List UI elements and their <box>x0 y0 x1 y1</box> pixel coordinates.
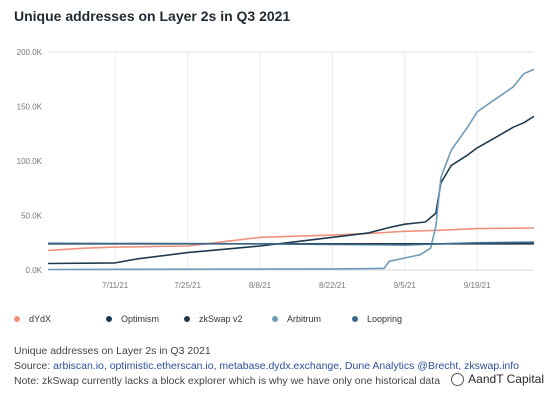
chart-caption: Unique addresses on Layer 2s in Q3 2021 … <box>14 344 544 389</box>
x-tick-label: 8/8/21 <box>249 281 272 290</box>
legend-label: Optimism <box>121 314 159 324</box>
legend-item-loopring[interactable]: Loopring <box>352 314 402 324</box>
x-tick-label: 7/11/21 <box>102 281 129 290</box>
series-line-arbitrum <box>47 68 535 271</box>
legend-dot-icon <box>14 316 20 322</box>
chart-title: Unique addresses on Layer 2s in Q3 2021 <box>14 8 291 24</box>
x-tick-label: 9/5/21 <box>394 281 417 290</box>
legend-label: zkSwap v2 <box>199 314 243 324</box>
y-tick-label: 100.0K <box>17 157 43 166</box>
watermark: AandT Capital <box>449 372 546 386</box>
legend-label: dYdX <box>29 314 52 324</box>
x-tick-label: 7/25/21 <box>174 281 201 290</box>
source-links[interactable]: arbiscan.io, optimistic.etherscan.io, me… <box>53 360 520 372</box>
caption-source: Source: arbiscan.io, optimistic.ethersca… <box>14 359 544 374</box>
legend-label: Loopring <box>367 314 403 324</box>
y-tick-label: 0.0K <box>26 266 43 275</box>
legend-dot-icon <box>272 316 278 322</box>
y-tick-label: 200.0K <box>17 48 43 57</box>
line-chart: 0.0K 50.0K 100.0K 150.0K 200.0K 7/11/21 7/25/2… <box>17 48 535 290</box>
legend-item-optimism[interactable]: Optimism <box>106 314 159 324</box>
watermark-text: AandT Capital <box>468 372 544 386</box>
x-tick-label: 9/19/21 <box>464 281 491 290</box>
legend-label: Arbitrum <box>287 314 322 324</box>
series-line-optimism <box>47 115 535 265</box>
source-label: Source: <box>14 360 54 372</box>
x-tick-label: 8/22/21 <box>319 281 346 290</box>
legend-dot-icon <box>184 316 190 322</box>
legend-dot-icon <box>352 316 358 322</box>
y-tick-label: 150.0K <box>17 103 43 112</box>
series-line-loopring <box>47 241 535 246</box>
legend-item-arbitrum[interactable]: Arbitrum <box>272 314 321 324</box>
series-line-dydx <box>47 227 535 252</box>
caption-title: Unique addresses on Layer 2s in Q3 2021 <box>14 345 211 357</box>
chart-legend: dYdX Optimism zkSwap v2 Arbitrum Loopring <box>14 314 544 330</box>
y-tick-label: 50.0K <box>21 212 43 221</box>
legend-item-dydx[interactable]: dYdX <box>14 314 51 324</box>
legend-dot-icon <box>106 316 112 322</box>
watermark-logo-icon <box>451 372 465 386</box>
legend-item-zkswap-v2[interactable]: zkSwap v2 <box>184 314 243 324</box>
caption-note: Note: zkSwap currently lacks a block exp… <box>14 375 441 387</box>
